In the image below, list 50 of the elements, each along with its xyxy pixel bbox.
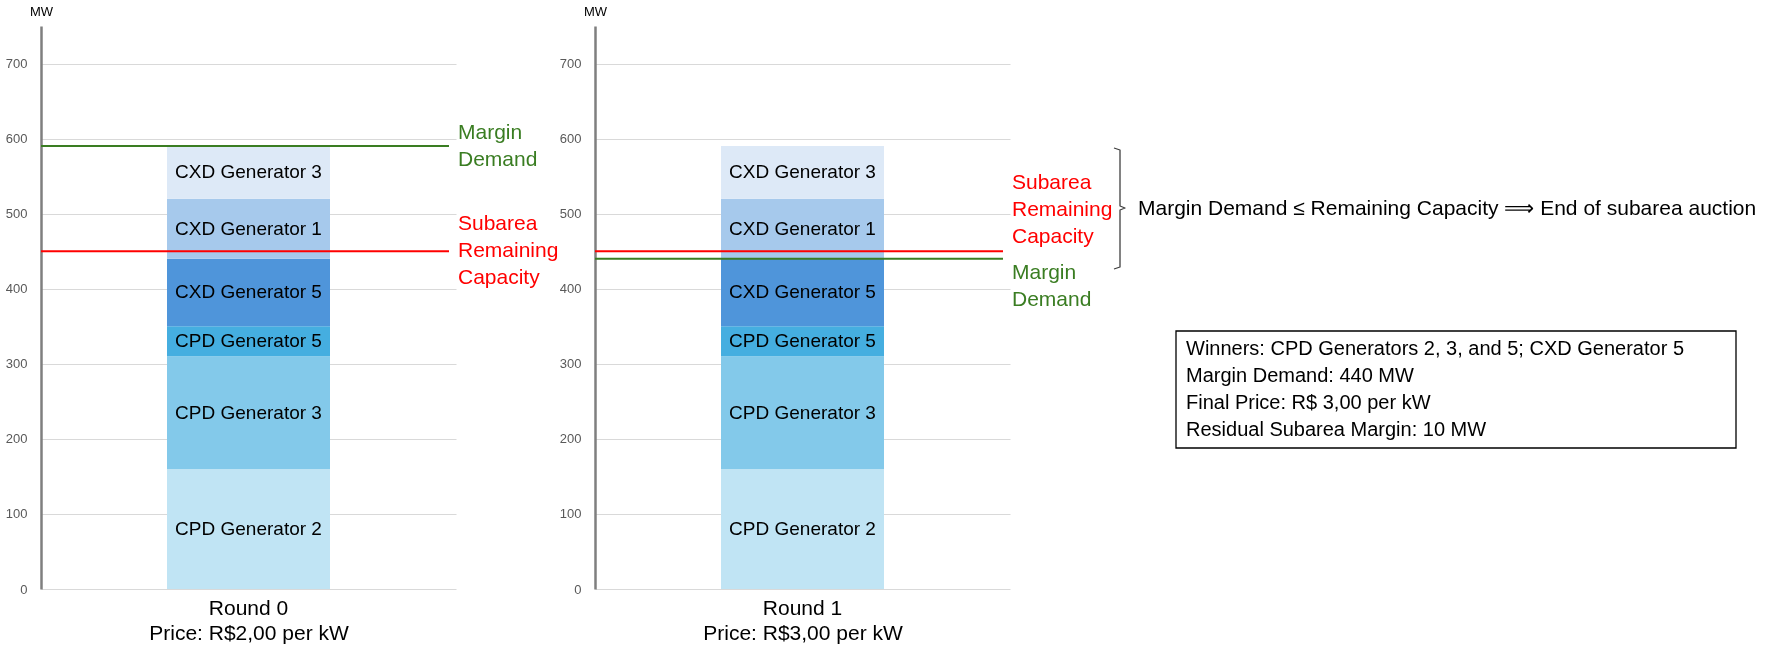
bar [721, 356, 884, 469]
y-tick-label: 300 [5, 356, 28, 372]
ref-line-label: Margin Demand [1012, 259, 1092, 310]
series-label: CPD Generator 2 [175, 517, 322, 539]
series-label: CPD Generator 5 [175, 330, 322, 352]
y-tick-label: 300 [559, 356, 582, 372]
ref-line-label: Margin Demand [458, 119, 538, 170]
series-label: CPD Generator 5 [729, 330, 876, 352]
x-tick-label: Round 0 [208, 595, 289, 619]
y-tick-label: 500 [5, 206, 28, 222]
ref-line-label: Subarea Remaining Capacity [1012, 170, 1113, 248]
y-tick-label: 600 [559, 131, 582, 147]
text: Margin Demand: 440 MW [1186, 364, 1414, 386]
y-tick-label: 400 [559, 281, 582, 297]
series-label: CPD Generator 3 [729, 401, 876, 423]
ref-line-label: Subarea Remaining Capacity [458, 211, 559, 289]
bar [167, 356, 330, 469]
series-label: CXD Generator 5 [729, 281, 876, 303]
text: Margin Demand ≤ Remaining Capacity ⟹ End of subarea auction [1138, 196, 1757, 219]
y-tick-label: 100 [559, 506, 582, 522]
series-label: CXD Generator 1 [175, 217, 322, 239]
y-axis-title: MW [583, 3, 608, 19]
y-tick-label: 700 [5, 56, 28, 72]
bar [167, 468, 330, 589]
series-label: CXD Generator 5 [175, 281, 322, 303]
series-label: CXD Generator 3 [175, 161, 322, 183]
series-label: CPD Generator 3 [175, 401, 322, 423]
y-tick-label: 500 [559, 206, 582, 222]
y-tick-label: 700 [559, 56, 582, 72]
bar [721, 146, 884, 199]
y-tick-label: 0 [574, 581, 582, 597]
y-tick-label: 600 [5, 131, 28, 147]
x-axis-title: Price: R$2,00 per kW [149, 620, 349, 644]
x-axis-title: Price: R$3,00 per kW [703, 620, 903, 644]
y-tick-label: 0 [20, 581, 28, 597]
x-tick-label: Round 1 [762, 595, 843, 619]
series-label: CXD Generator 1 [729, 217, 876, 239]
y-axis-title: MW [29, 3, 54, 19]
bar [721, 468, 884, 589]
series-label: CPD Generator 2 [729, 517, 876, 539]
y-tick-label: 400 [5, 281, 28, 297]
bar [167, 258, 330, 327]
y-tick-label: 200 [559, 431, 582, 447]
y-tick-label: 200 [5, 431, 28, 447]
bar [721, 258, 884, 327]
series-label: CXD Generator 3 [729, 161, 876, 183]
y-tick-label: 100 [5, 506, 28, 522]
text: Residual Subarea Margin: 10 MW [1186, 418, 1487, 440]
text: Winners: CPD Generators 2, 3, and 5; CXD Generator 5 [1186, 337, 1684, 359]
text: Final Price: R$ 3,00 per kW [1186, 391, 1431, 413]
